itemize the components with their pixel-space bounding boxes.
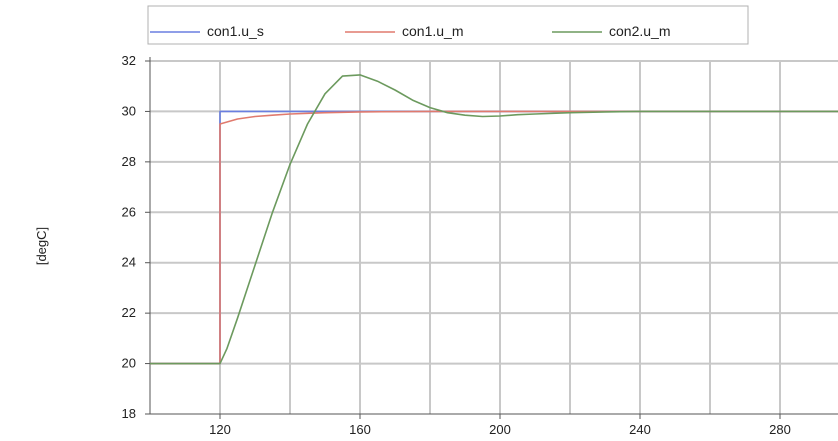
y-tick-label: 30	[122, 103, 136, 118]
y-tick-label: 24	[122, 255, 136, 270]
y-tick-label: 32	[122, 53, 136, 68]
x-tick-label: 200	[489, 422, 511, 437]
y-tick-label: 22	[122, 305, 136, 320]
series-line-con2-u-m	[150, 74, 838, 365]
legend: con1.u_s con1.u_m con2.u_m	[147, 5, 749, 45]
x-tick-label: 160	[349, 422, 371, 437]
x-tick-label: 240	[629, 422, 651, 437]
legend-frame	[147, 5, 749, 45]
x-tick-label: 120	[209, 422, 231, 437]
y-tick-label: 26	[122, 204, 136, 219]
axes	[145, 57, 838, 419]
y-tick-label: 28	[122, 154, 136, 169]
y-tick-label: 18	[122, 406, 136, 421]
legend-label-con1-u-s: con1.u_s	[207, 23, 264, 39]
series-lines	[150, 74, 838, 365]
grid	[150, 60, 838, 414]
x-tick-label: 280	[769, 422, 791, 437]
legend-label-con2-u-m: con2.u_m	[609, 23, 670, 39]
legend-label-con1-u-m: con1.u_m	[402, 23, 463, 39]
plot-area	[150, 61, 838, 414]
y-tick-label: 20	[122, 356, 136, 371]
tick-labels: 18 20 22 24 26 28 30 32 120 160 200 240 280	[122, 53, 791, 437]
y-axis-label: [degC]	[34, 227, 49, 265]
